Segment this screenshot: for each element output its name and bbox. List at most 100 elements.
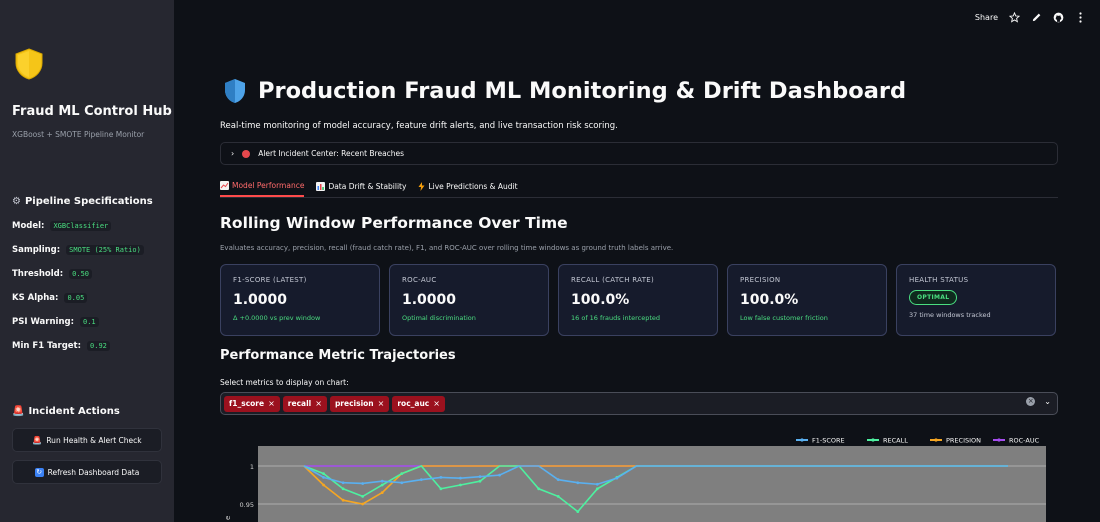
data-point <box>361 495 365 498</box>
metric-card-recall: RECALL (CATCH RATE) 100.0% 16 of 16 frau… <box>558 264 718 336</box>
bar-chart-icon <box>316 182 326 191</box>
tab-live-predictions[interactable]: Live Predictions & Audit <box>418 176 518 197</box>
metric-label: F1-SCORE (LATEST) <box>233 276 307 284</box>
run-health-check-button[interactable]: 🚨 Run Health & Alert Check <box>12 428 162 452</box>
data-point <box>459 483 462 487</box>
menu-icon[interactable] <box>1075 12 1086 23</box>
chevron-down-icon[interactable]: ⌄ <box>1044 397 1051 406</box>
y-tick-label: 0.95 <box>240 501 254 509</box>
spec-label: Model: <box>12 221 45 231</box>
metrics-multiselect[interactable]: f1_score × recall × precision × roc_auc × × … <box>220 392 1058 415</box>
chip-remove-icon[interactable]: × <box>315 399 322 408</box>
legend-item[interactable]: ROC-AUC <box>993 437 1040 445</box>
metric-delta: Optimal discrimination <box>402 314 476 322</box>
legend-marker <box>934 438 938 442</box>
metric-label: RECALL (CATCH RATE) <box>571 276 655 284</box>
shield-icon <box>225 79 245 103</box>
chip-remove-icon[interactable]: × <box>433 399 440 408</box>
spec-value: 0.05 <box>64 293 88 303</box>
main-content: Production Fraud ML Monitoring & Drift D… <box>174 0 1100 522</box>
chip-roc-auc[interactable]: roc_auc × <box>392 395 445 412</box>
metric-delta: 16 of 16 frauds intercepted <box>571 314 661 322</box>
data-point <box>341 487 345 491</box>
data-point <box>419 478 423 482</box>
y-tick-label: 1 <box>250 463 254 471</box>
legend-item[interactable]: RECALL <box>867 437 908 445</box>
tab-label: Live Predictions & Audit <box>428 182 518 191</box>
github-icon[interactable] <box>1053 12 1064 23</box>
health-note: 37 time windows tracked <box>909 311 991 319</box>
actions-heading: 🚨 Incident Actions <box>12 406 120 417</box>
top-toolbar: Share <box>975 12 1086 23</box>
edit-pencil-icon[interactable] <box>1031 12 1042 23</box>
chip-f1-score[interactable]: f1_score × <box>224 395 280 412</box>
data-point <box>439 487 443 491</box>
tab-model-performance[interactable]: Model Performance <box>220 176 305 197</box>
actions-heading-label: Incident Actions <box>28 406 120 417</box>
chip-remove-icon[interactable]: × <box>377 399 385 408</box>
gear-icon: ⚙ <box>12 196 21 207</box>
chevron-right-icon: › <box>231 149 235 158</box>
chip-recall[interactable]: recall × <box>282 395 327 412</box>
chip-precision[interactable]: precision × <box>329 395 390 412</box>
spec-sampling: Sampling: SMOTE (25% Ratio) <box>12 245 144 255</box>
trajectories-title: Performance Metric Trajectories <box>220 348 456 363</box>
refresh-dashboard-button[interactable]: ↻ Refresh Dashboard Data <box>12 460 162 484</box>
specs-heading-label: Pipeline Specifications <box>24 196 153 207</box>
plot-background <box>258 446 1046 522</box>
metric-value: 100.0% <box>740 292 799 308</box>
clear-all-icon[interactable]: × <box>1026 397 1036 406</box>
share-button[interactable]: Share <box>974 13 998 22</box>
spec-label: Threshold: <box>12 269 64 279</box>
tab-label: Model Performance <box>232 181 305 190</box>
metric-delta: Δ +0.0000 vs prev window <box>233 314 321 322</box>
data-point <box>576 481 580 485</box>
page-subtitle: Real-time monitoring of model accuracy, … <box>220 121 618 131</box>
legend-item[interactable]: PRECISION <box>930 437 981 445</box>
chip-remove-icon[interactable]: × <box>268 399 275 408</box>
chip-label: precision <box>334 399 374 408</box>
data-point <box>380 479 384 483</box>
legend-label: RECALL <box>883 437 908 445</box>
metric-card-roc-auc: ROC-AUC 1.0000 Optimal discrimination <box>389 264 549 336</box>
spec-model: Model: XGBClassifier <box>12 221 112 231</box>
data-point <box>361 502 365 506</box>
data-point <box>478 475 482 479</box>
health-label: HEALTH STATUS <box>909 276 969 284</box>
data-point <box>537 487 541 491</box>
chip-label: recall <box>287 399 312 408</box>
run-health-check-label: Run Health & Alert Check <box>46 435 142 445</box>
chart-svg: 1 0.95 e F1-SCORE RECALL PRECISION ROC-AUC <box>224 437 1046 522</box>
chart-trend-icon <box>220 181 229 190</box>
sidebar-subtitle: XGBoost + SMOTE Pipeline Monitor <box>12 130 145 139</box>
metric-value: 1.0000 <box>233 292 288 308</box>
tab-label: Data Drift & Stability <box>328 182 407 191</box>
legend-marker <box>800 438 804 442</box>
metric-trajectory-chart: 1 0.95 e F1-SCORE RECALL PRECISION ROC-AUC <box>220 430 1058 522</box>
data-point <box>498 473 501 477</box>
tab-data-drift[interactable]: Data Drift & Stability <box>316 176 406 197</box>
spec-value: 0.92 <box>87 341 110 351</box>
spec-value: XGBClassifier <box>50 221 112 231</box>
data-point <box>322 476 325 479</box>
metric-delta: Low false customer friction <box>740 314 828 322</box>
shield-icon <box>15 48 43 80</box>
legend-label: PRECISION <box>946 437 981 445</box>
data-point <box>595 487 599 491</box>
data-point <box>380 483 384 487</box>
refresh-icon: ↻ <box>34 467 44 477</box>
data-point <box>380 491 384 494</box>
tab-bar: Model Performance Data Drift & Stability… <box>220 176 1058 198</box>
data-point <box>556 495 560 498</box>
siren-icon: 🚨 <box>12 406 25 417</box>
data-point <box>322 472 325 475</box>
sidebar-title: Fraud ML Control Hub <box>12 104 172 119</box>
chip-label: f1_score <box>229 399 265 408</box>
spec-threshold: Threshold: 0.50 <box>12 269 93 279</box>
data-point <box>615 476 619 480</box>
legend-item[interactable]: F1-SCORE <box>796 437 845 445</box>
specs-heading: ⚙ Pipeline Specifications <box>12 196 153 207</box>
spec-value: 0.1 <box>79 317 99 327</box>
star-icon[interactable] <box>1009 12 1020 23</box>
alert-incident-expander[interactable]: › Alert Incident Center: Recent Breaches <box>220 142 1058 165</box>
